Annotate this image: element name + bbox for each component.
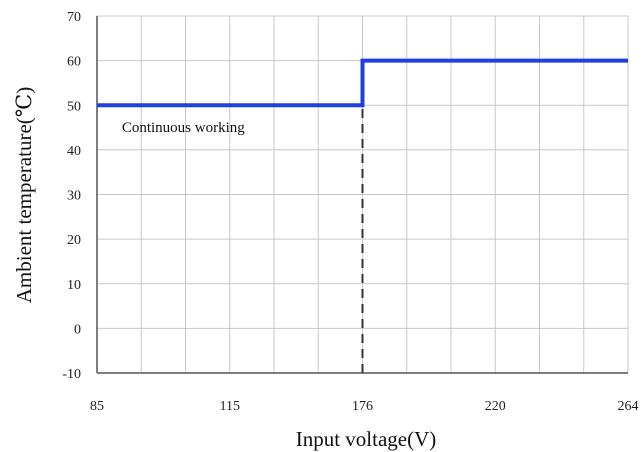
y-axis-title: Ambient temperature(℃) [12,87,36,304]
x-tick-label: 85 [90,399,104,414]
annotation-layer: Continuous working [122,120,245,136]
y-tick-label: 0 [74,322,81,337]
annotation-text: Continuous working [122,120,245,136]
y-tick-label: 30 [67,189,81,204]
y-tick-label: 50 [67,99,81,114]
x-tick-label: 115 [220,399,240,414]
y-tick-label: -10 [62,367,81,382]
x-tick-labels: 85 115 176 220 264 [90,399,639,414]
y-tick-label: 10 [67,278,81,293]
x-axis-title: Input voltage(V) [296,427,437,451]
y-tick-label: 40 [67,144,81,159]
y-tick-label: 70 [67,10,81,25]
y-tick-label: 20 [67,233,81,248]
series-line [97,58,628,108]
x-tick-label: 176 [352,399,373,414]
x-tick-label: 264 [618,399,639,414]
y-tick-label: 60 [67,55,81,70]
y-tick-labels: -10 0 10 20 30 40 50 60 70 [62,10,81,382]
series-layer [97,58,628,108]
x-tick-label: 220 [485,399,506,414]
